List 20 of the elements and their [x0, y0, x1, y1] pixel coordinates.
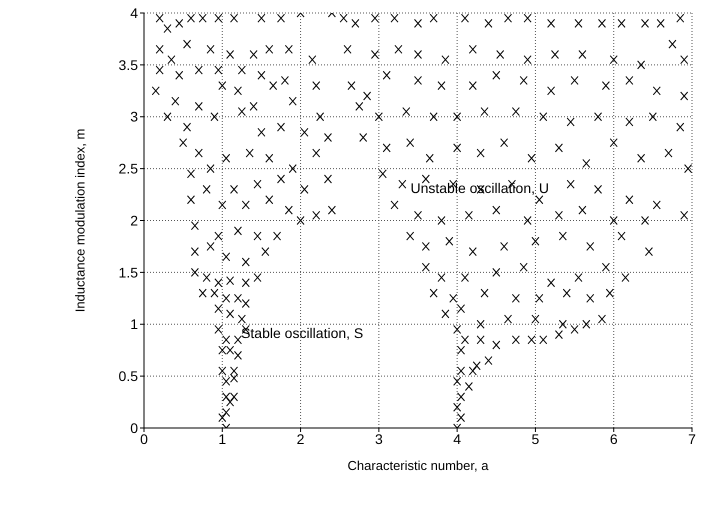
y-tick-label: 0.5 — [118, 368, 138, 384]
y-tick-label: 3.5 — [118, 56, 138, 73]
x-tick-label: 2 — [296, 430, 305, 447]
x-tick-label: 1 — [218, 430, 226, 447]
y-tick-label: 3 — [130, 108, 138, 125]
y-tick-label: 4 — [130, 4, 138, 21]
y-tick-label: 1 — [130, 316, 138, 332]
y-tick-label: 1.5 — [118, 264, 138, 280]
x-tick-label: 0 — [140, 430, 148, 447]
x-tick-label: 6 — [610, 430, 618, 447]
x-tick-label: 4 — [453, 430, 462, 447]
x-tick-label: 3 — [374, 430, 383, 447]
y-axis-title: Inductance modulation index, m — [72, 128, 88, 312]
y-tick-label: 2.5 — [118, 160, 138, 177]
x-tick-label: 5 — [532, 430, 540, 447]
annotation: Stable oscillation, S — [241, 325, 364, 342]
y-tick-label: 2 — [130, 212, 138, 228]
y-tick-label: 0 — [130, 420, 138, 436]
x-tick-label: 7 — [688, 430, 696, 447]
x-axis-title: Characteristic number, a — [348, 458, 490, 473]
